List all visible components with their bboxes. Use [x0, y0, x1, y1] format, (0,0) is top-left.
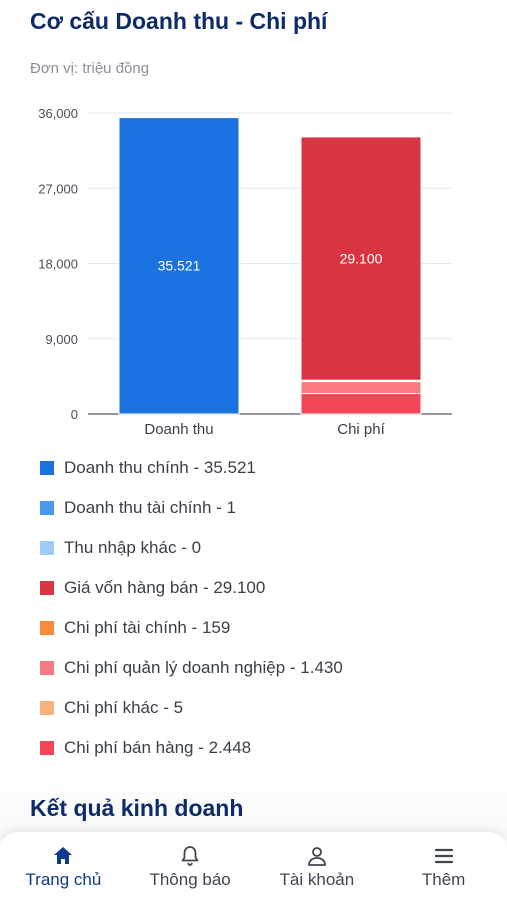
- legend-swatch: [40, 741, 54, 755]
- nav-notifications[interactable]: Thông báo: [127, 832, 254, 900]
- legend-item: Doanh thu chính - 35.521: [40, 448, 343, 488]
- legend-item: Giá vốn hàng bán - 29.100: [40, 568, 343, 608]
- y-tick-label: 36,000: [38, 106, 78, 121]
- bar-value-label: 29.100: [340, 251, 383, 267]
- nav-account-label: Tài khoản: [279, 870, 355, 889]
- legend-label: Chi phí quản lý doanh nghiệp - 1.430: [64, 658, 343, 677]
- x-tick-label: Chi phí: [337, 421, 385, 438]
- bar-segment: [300, 136, 422, 381]
- section-background: [0, 770, 507, 840]
- legend-item: Chi phí tài chính - 159: [40, 608, 343, 648]
- user-icon: [307, 847, 326, 866]
- chart-legend: Doanh thu chính - 35.521 Doanh thu tài ch…: [40, 448, 343, 768]
- y-tick-label: 18,000: [38, 257, 78, 272]
- y-tick-label: 9,000: [45, 332, 78, 347]
- y-tick-label: 27,000: [38, 181, 78, 196]
- bell-icon: [181, 846, 199, 866]
- legend-label: Doanh thu tài chính - 1: [64, 498, 237, 517]
- bar-segment: [118, 116, 240, 119]
- nav-home[interactable]: Trang chủ: [0, 832, 127, 900]
- bar-segment: [118, 116, 240, 415]
- stacked-bar-chart: 0 9,000 18,000 27,000 36,000 35.521 Doanh thu 2…: [38, 106, 452, 438]
- legend-label: Chi phí bán hàng - 2.448: [64, 738, 252, 757]
- legend-label: Chi phí tài chính - 159: [64, 618, 231, 637]
- menu-icon: [434, 848, 453, 864]
- section-title: Kết quả kinh doanh: [30, 795, 244, 821]
- legend-swatch: [40, 621, 54, 635]
- chart-title: Cơ cấu Doanh thu - Chi phí: [30, 8, 328, 34]
- legend-swatch: [40, 661, 54, 675]
- legend-item: Doanh thu tài chính - 1: [40, 488, 343, 528]
- legend-label: Thu nhập khác - 0: [64, 538, 202, 557]
- y-tick-label: 0: [71, 407, 78, 422]
- nav-home-label: Trang chủ: [25, 870, 102, 889]
- nav-more[interactable]: Thêm: [380, 832, 507, 900]
- bottom-nav: Trang chủ Thông báo Tài khoản Thêm: [0, 832, 507, 900]
- legend-swatch: [40, 501, 54, 515]
- home-icon: [54, 847, 73, 864]
- legend-label: Chi phí khác - 5: [64, 698, 184, 717]
- legend-swatch: [40, 701, 54, 715]
- bar-value-label: 35.521: [158, 258, 201, 274]
- legend-item: Chi phí quản lý doanh nghiệp - 1.430: [40, 648, 343, 688]
- legend-swatch: [40, 461, 54, 475]
- nav-more-label: Thêm: [421, 870, 466, 889]
- legend-item: Chi phí bán hàng - 2.448: [40, 728, 343, 768]
- x-tick-label: Doanh thu: [144, 421, 213, 438]
- legend-item: Chi phí khác - 5: [40, 688, 343, 728]
- legend-swatch: [40, 541, 54, 555]
- legend-label: Giá vốn hàng bán - 29.100: [64, 578, 266, 597]
- unit-label: Đơn vị: triệu đồng: [30, 60, 150, 77]
- legend-label: Doanh thu chính - 35.521: [64, 458, 256, 477]
- nav-notifications-label: Thông báo: [149, 870, 231, 889]
- legend-item: Thu nhập khác - 0: [40, 528, 343, 568]
- nav-account[interactable]: Tài khoản: [254, 832, 381, 900]
- legend-swatch: [40, 581, 54, 595]
- bar-segment: [300, 381, 422, 395]
- bar-segment: [300, 393, 422, 415]
